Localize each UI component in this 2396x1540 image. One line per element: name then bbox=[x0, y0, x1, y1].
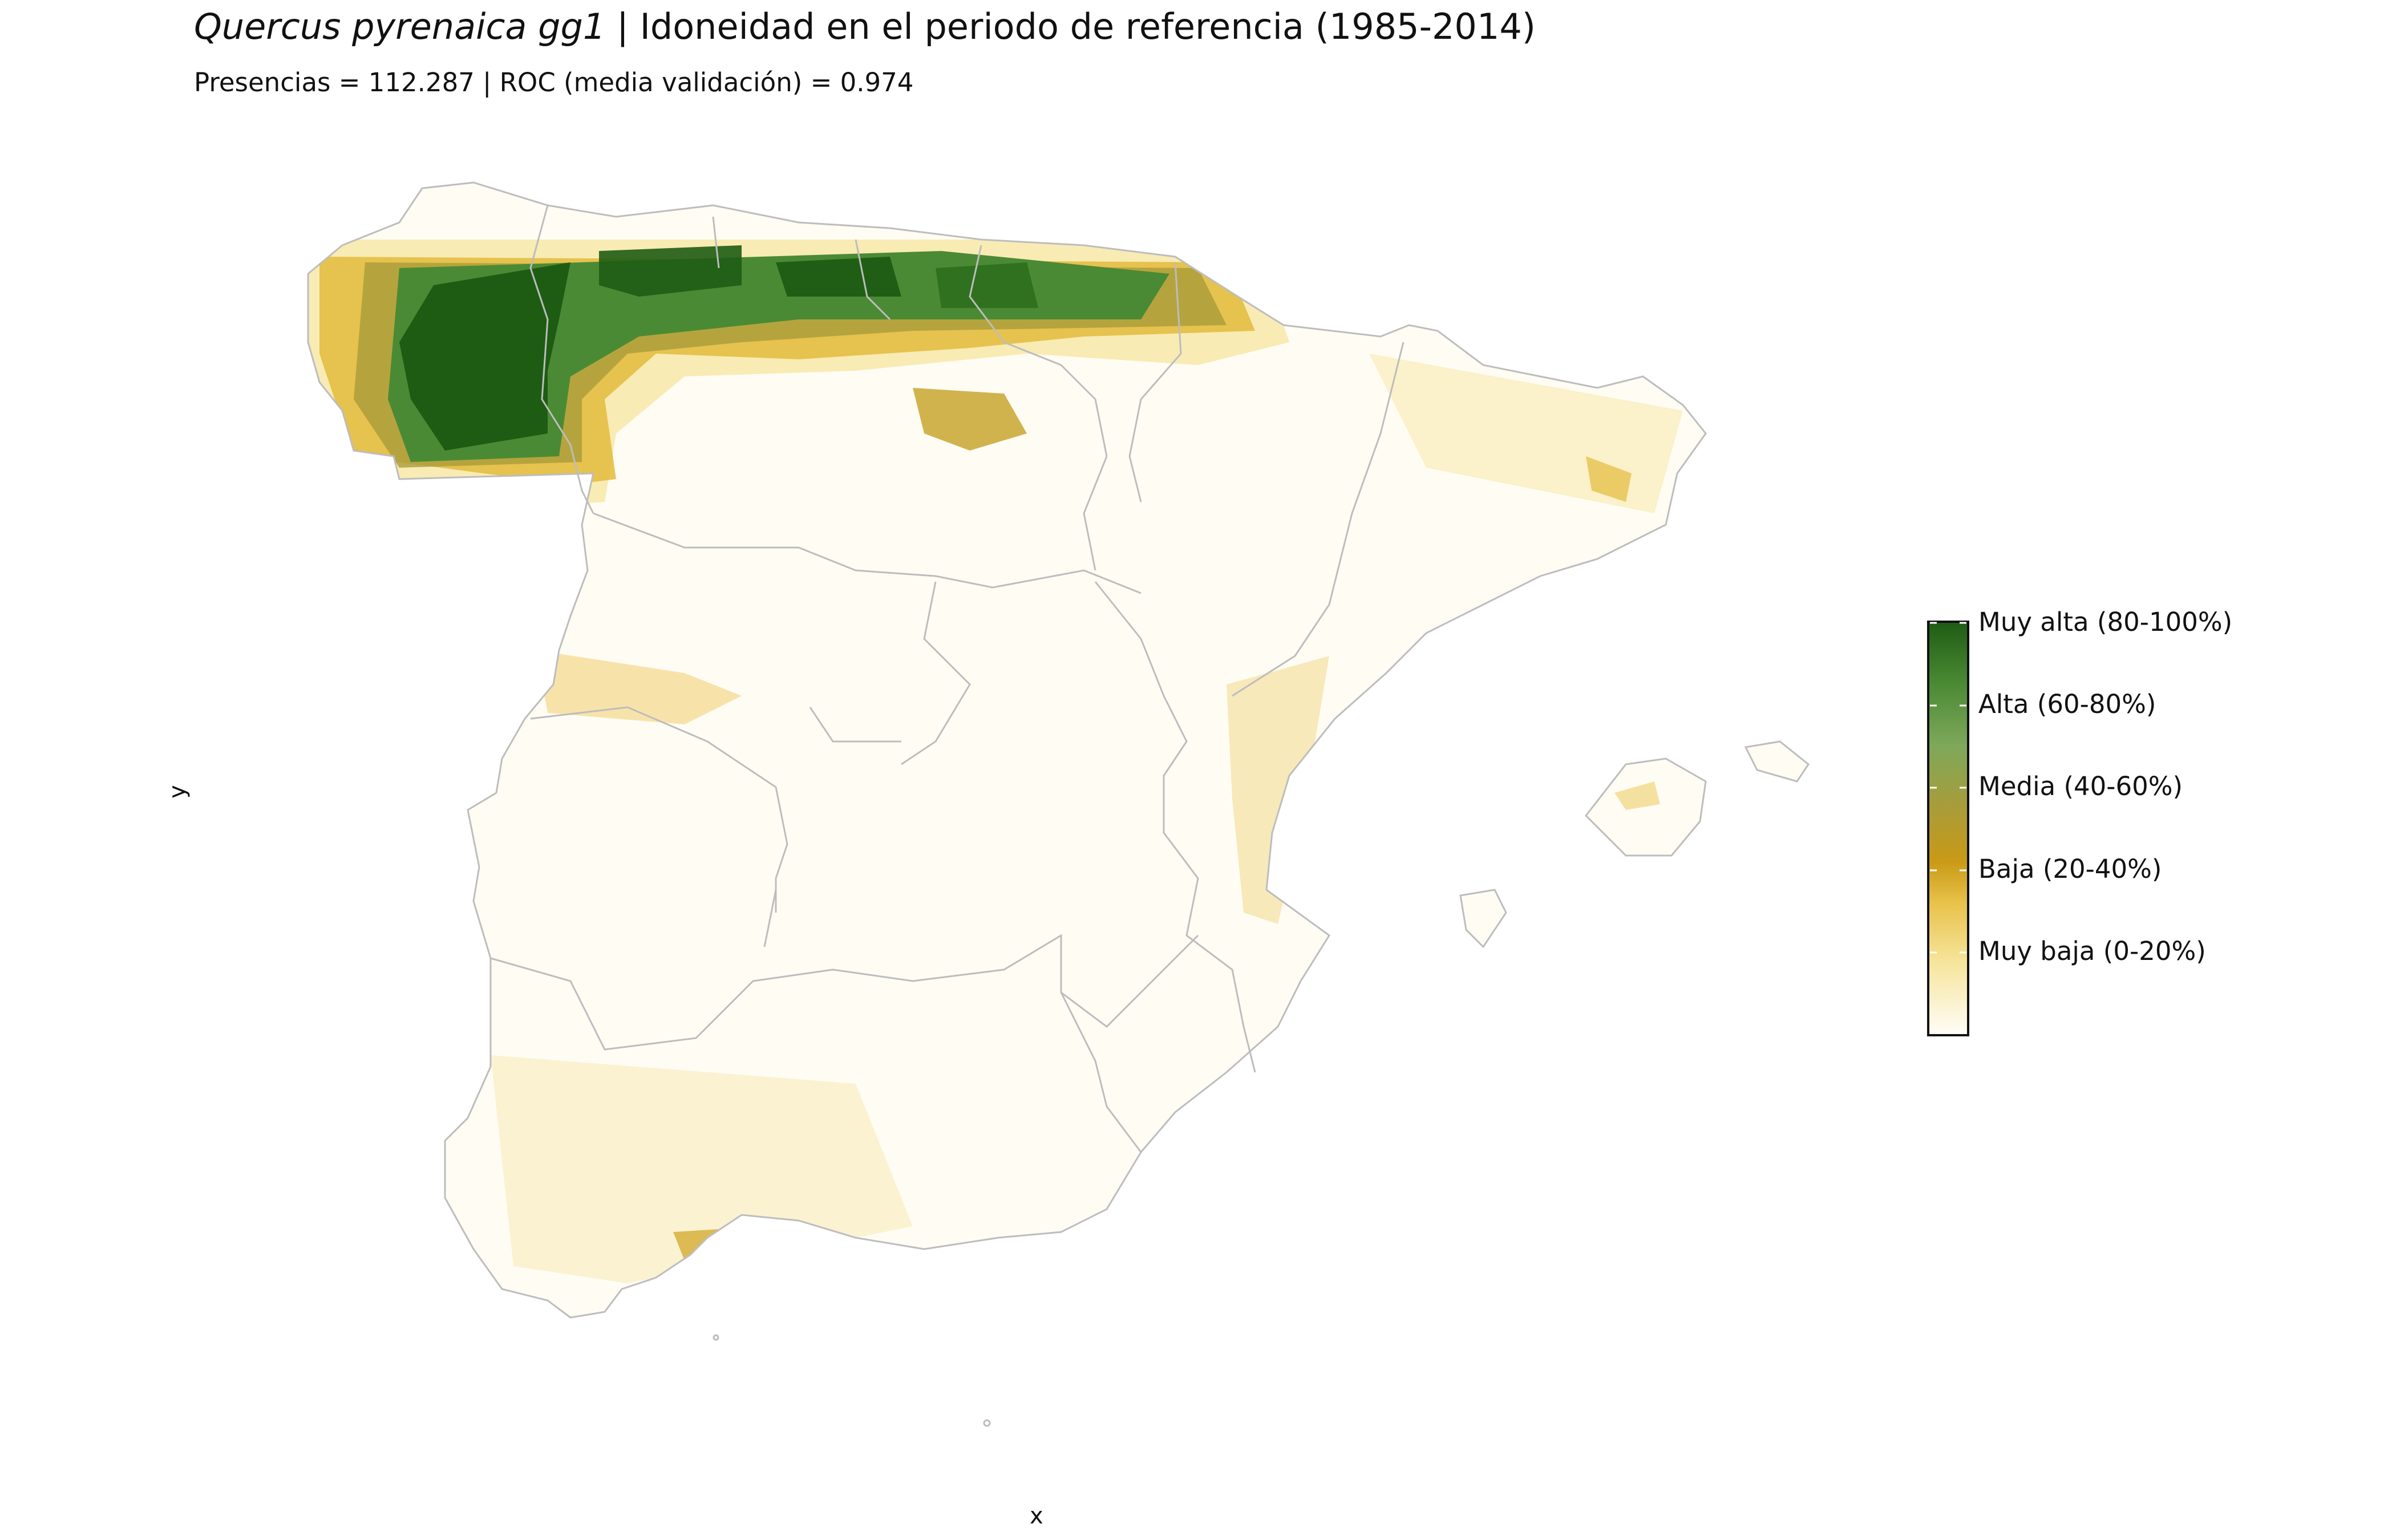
map-subtitle: Presencias = 112.287 | ROC (media valida… bbox=[194, 67, 914, 98]
legend-label-low: Baja (20-40%) bbox=[1978, 854, 2162, 884]
color-legend bbox=[1927, 621, 1969, 1036]
peninsula-land bbox=[308, 183, 1706, 1318]
title-text: Idoneidad en el periodo de referencia (1… bbox=[640, 6, 1536, 47]
x-axis-label: x bbox=[1030, 1503, 1043, 1529]
y-axis-label: y bbox=[164, 785, 191, 799]
legend-label-high: Alta (60-80%) bbox=[1978, 689, 2156, 719]
title-separator: | bbox=[605, 6, 640, 47]
species-name: Quercus pyrenaica gg1 bbox=[194, 6, 606, 47]
region-boundaries bbox=[490, 205, 1405, 1153]
legend-colorbar bbox=[1927, 621, 1969, 1036]
legend-label-medium: Media (40-60%) bbox=[1978, 771, 2183, 801]
island-speck bbox=[713, 1334, 719, 1341]
map-title: Quercus pyrenaica gg1 | Idoneidad en el … bbox=[194, 6, 1536, 47]
balearic-islands bbox=[1459, 740, 1810, 949]
legend-label-very-high: Muy alta (80-100%) bbox=[1978, 607, 2233, 637]
legend-label-very-low: Muy baja (0-20%) bbox=[1978, 936, 2206, 966]
peninsula-outline bbox=[307, 181, 1707, 1319]
legend-ticks bbox=[1930, 622, 1966, 954]
island-speck bbox=[983, 1419, 991, 1427]
